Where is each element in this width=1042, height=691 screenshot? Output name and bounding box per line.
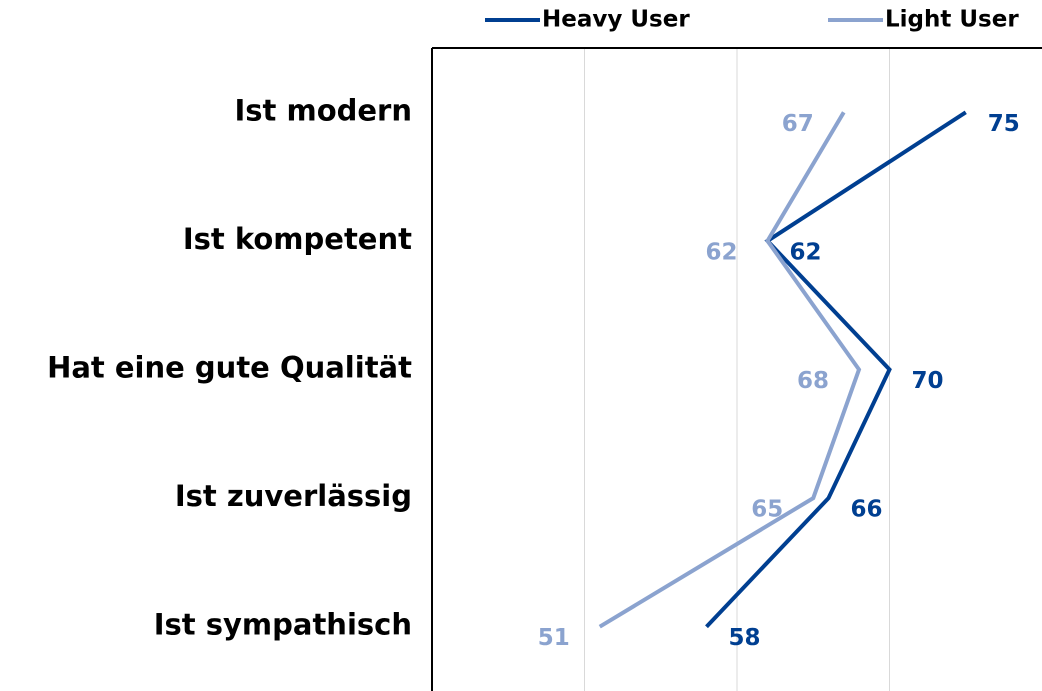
data-label: 70 (912, 368, 944, 394)
category-label: Ist kompetent (183, 222, 412, 256)
category-label: Ist modern (234, 93, 412, 127)
legend-label: Light User (885, 7, 1019, 33)
category-label: Ist sympathisch (154, 608, 412, 642)
data-label: 65 (751, 497, 783, 523)
data-label: 58 (729, 625, 761, 651)
data-label: 75 (988, 111, 1020, 137)
legend-label: Heavy User (542, 7, 690, 33)
data-label: 67 (782, 111, 814, 137)
data-label: 68 (797, 368, 829, 394)
category-label: Ist zuverlässig (175, 479, 412, 513)
category-label: Hat eine gute Qualität (47, 351, 412, 385)
data-label: 51 (538, 625, 570, 651)
series-line (598, 111, 862, 629)
data-label: 66 (851, 497, 883, 523)
data-label: 62 (790, 239, 822, 265)
series-line (705, 110, 967, 629)
data-label: 62 (705, 239, 737, 265)
